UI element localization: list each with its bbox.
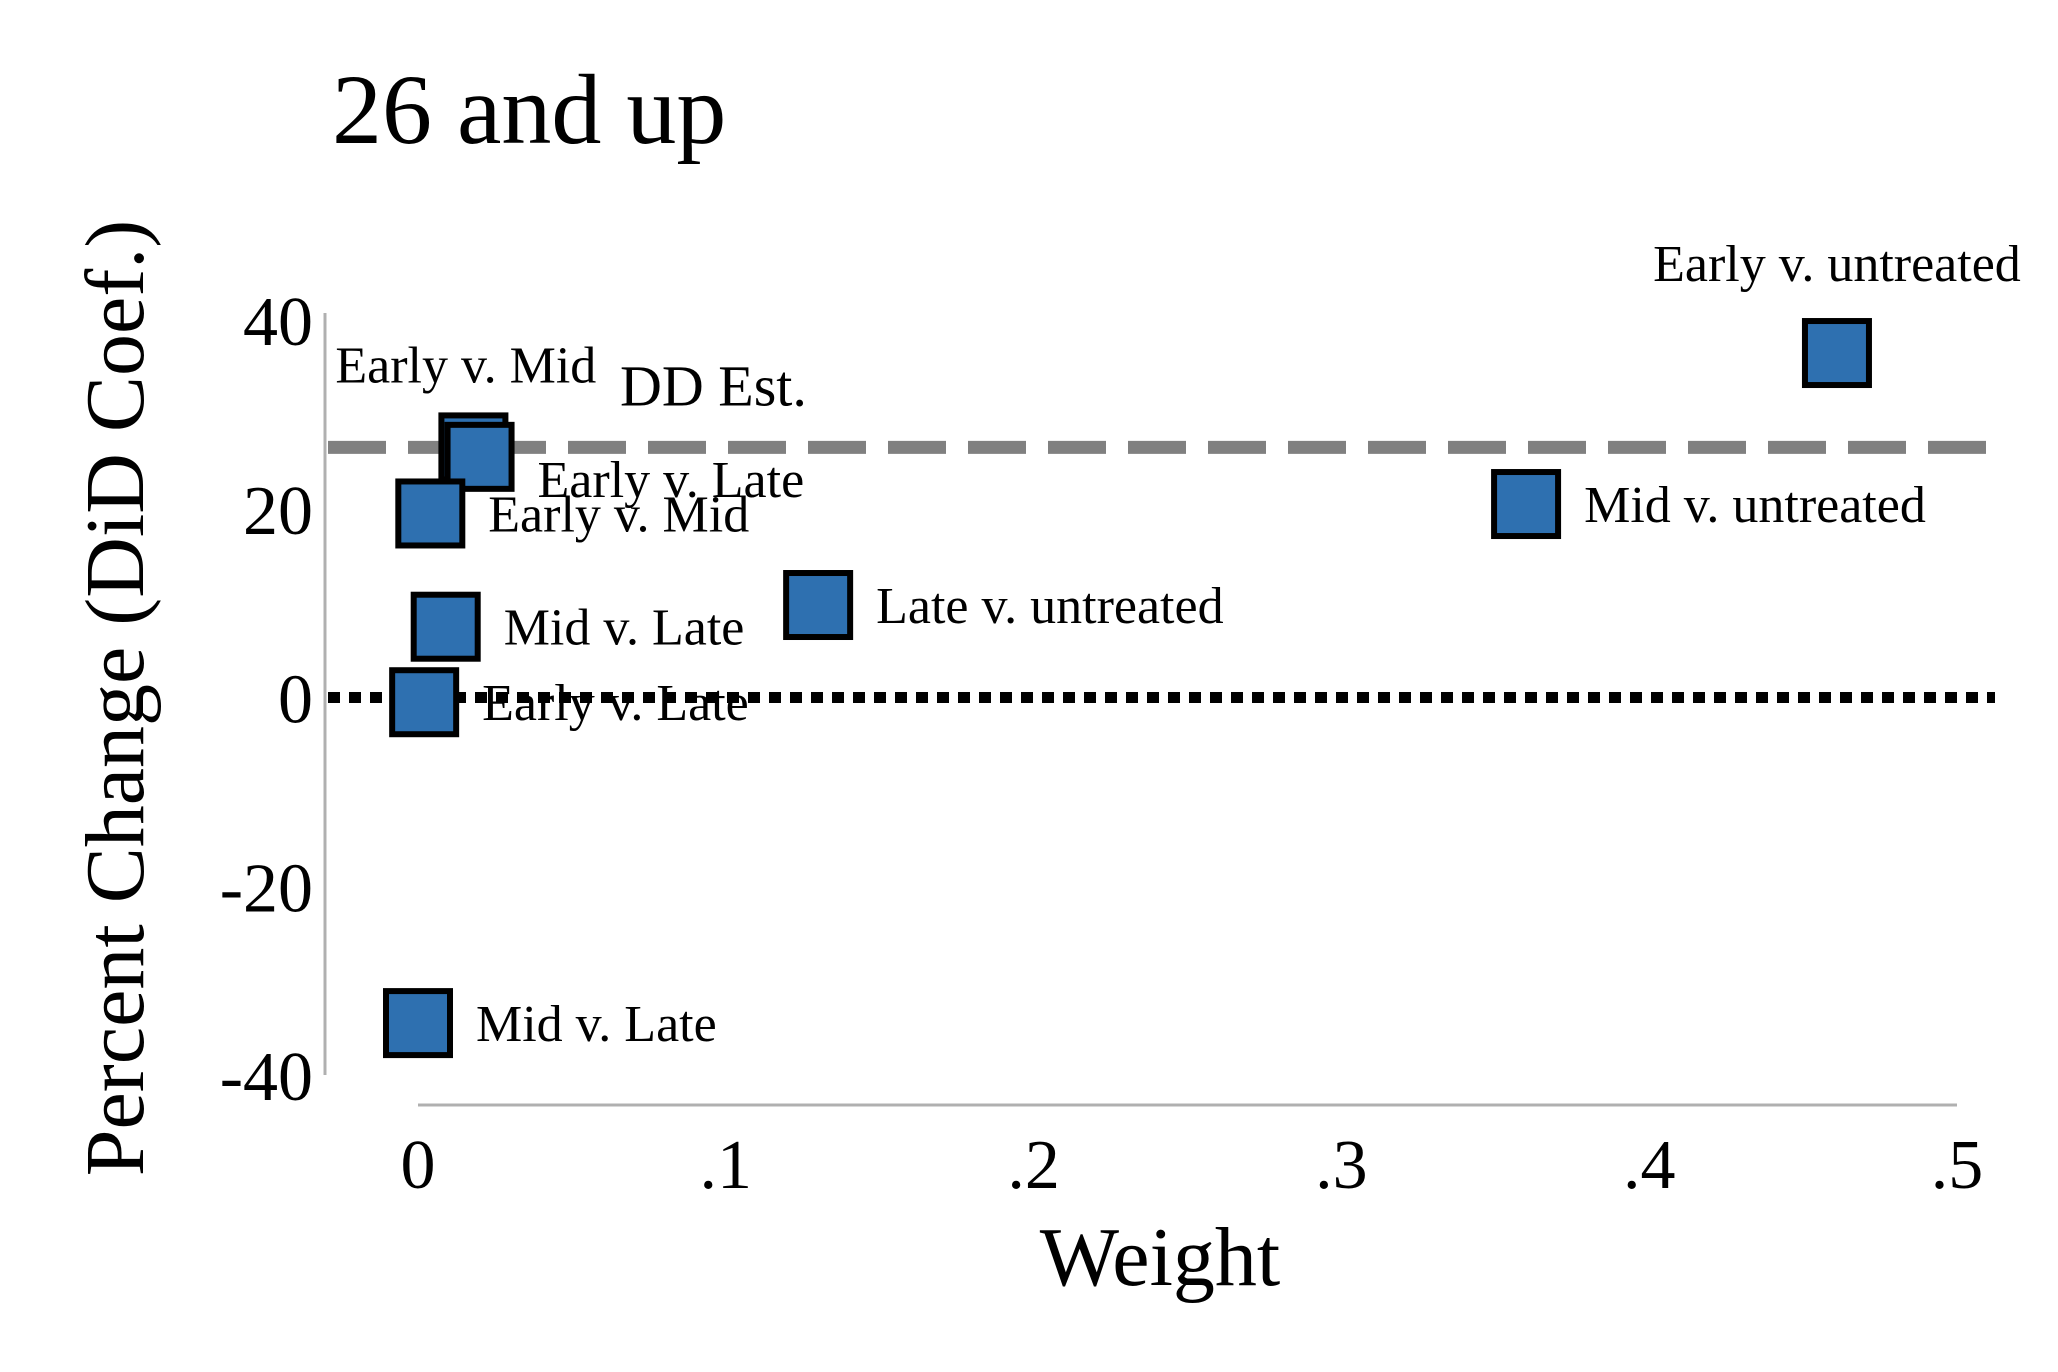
chart-title: 26 and up	[332, 54, 726, 165]
point-label: Early v. Mid	[488, 486, 749, 543]
point-label: Early v. Mid	[335, 337, 596, 394]
y-tick-label: 20	[243, 473, 313, 550]
y-tick-label: -40	[220, 1039, 313, 1116]
scatter-point	[389, 667, 460, 738]
point-label: Early v. Late	[538, 452, 805, 509]
scatter-point	[1491, 469, 1562, 540]
y-tick-label: 0	[278, 662, 313, 739]
scatter-point	[410, 591, 481, 662]
x-tick-label: .5	[1931, 1127, 1984, 1204]
point-label: Mid v. untreated	[1584, 477, 1926, 534]
point-labels: Early v. untreated Mid v. untreated Late v…	[335, 236, 2020, 1053]
point-label: Late v. untreated	[876, 578, 1223, 635]
point-label: Mid v. Late	[504, 600, 745, 657]
x-tick-label: .2	[1007, 1127, 1060, 1204]
y-axis-title: Percent Change (DiD Coef.)	[69, 220, 162, 1176]
x-tick-label: .4	[1623, 1127, 1676, 1204]
point-label: Mid v. Late	[476, 996, 717, 1053]
x-tick-label: .1	[700, 1127, 753, 1204]
x-tick-labels: 0 .1 .2 .3 .4 .5	[401, 1127, 1984, 1204]
x-tick-label: 0	[401, 1127, 436, 1204]
point-label: Early v. untreated	[1653, 236, 2021, 293]
scatter-point	[783, 570, 854, 641]
point-label: Early v. Late	[482, 675, 749, 732]
x-tick-label: .3	[1315, 1127, 1368, 1204]
y-tick-label: -20	[220, 850, 313, 927]
scatter-point	[383, 988, 453, 1059]
scatter-point	[1801, 318, 1872, 389]
reference-lines: DD Est.	[328, 353, 1995, 703]
reference-line-label: DD Est.	[620, 353, 807, 418]
y-tick-label: 40	[243, 284, 313, 361]
axes	[323, 313, 1957, 1107]
data-points	[383, 318, 1872, 1059]
scatter-point	[444, 421, 515, 492]
scatter-point	[395, 478, 466, 549]
x-axis-title: Weight	[1040, 1211, 1281, 1304]
y-tick-labels: 40 20 0 -20 -40	[220, 284, 313, 1116]
